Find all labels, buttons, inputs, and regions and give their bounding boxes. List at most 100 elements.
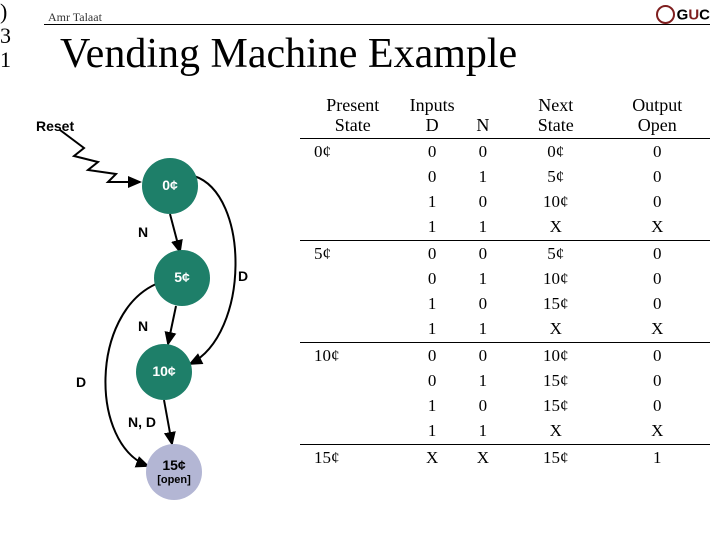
cell-ns: 15¢: [507, 444, 604, 470]
state-15c: 15¢ [open]: [146, 444, 202, 500]
th-output: Output Open: [604, 94, 710, 138]
table-row: 5¢005¢0: [300, 240, 710, 266]
cell-n: 0: [459, 393, 508, 418]
cell-o: 0: [604, 138, 710, 164]
edge-label-nd: N, D: [128, 414, 156, 430]
cell-n: 1: [459, 316, 508, 342]
cell-ns: 10¢: [507, 266, 604, 291]
cell-n: 0: [459, 342, 508, 368]
cell-ns: 0¢: [507, 138, 604, 164]
transition-table: Present State Inputs D N Next State Outp…: [300, 94, 710, 470]
cell-n: 0: [459, 291, 508, 316]
header-divider: [44, 24, 710, 25]
cell-ns: X: [507, 316, 604, 342]
cell-d: 0: [406, 138, 459, 164]
slide-number-stack: ) 3 1: [0, 0, 11, 73]
cell-ps: [300, 189, 406, 214]
cell-d: X: [406, 444, 459, 470]
table-header-row: Present State Inputs D N Next State Outp…: [300, 94, 710, 138]
cell-n: 0: [459, 138, 508, 164]
table-row: 015¢0: [300, 164, 710, 189]
cell-ns: 10¢: [507, 342, 604, 368]
table-row: 0¢000¢0: [300, 138, 710, 164]
table-row: 1010¢0: [300, 189, 710, 214]
page-num-c: 1: [0, 48, 11, 72]
page-title: Vending Machine Example: [60, 30, 517, 78]
table-row: 15¢XX15¢1: [300, 444, 710, 470]
cell-ns: X: [507, 418, 604, 444]
cell-n: X: [459, 444, 508, 470]
cell-ps: 10¢: [300, 342, 406, 368]
cell-ns: X: [507, 214, 604, 240]
table-row: 0110¢0: [300, 266, 710, 291]
cell-n: 1: [459, 164, 508, 189]
cell-ps: [300, 393, 406, 418]
table-row: 11XX: [300, 316, 710, 342]
cell-d: 1: [406, 214, 459, 240]
edge-label-d1: D: [238, 268, 248, 284]
edge-label-n1: N: [138, 224, 148, 240]
cell-ps: [300, 291, 406, 316]
th-d: Inputs D: [406, 94, 459, 138]
table-body: 0¢000¢0015¢01010¢011XX5¢005¢00110¢01015¢…: [300, 138, 710, 470]
state-10c: 10¢: [136, 344, 192, 400]
cell-ps: [300, 418, 406, 444]
state-5c: 5¢: [154, 250, 210, 306]
table-row: 1015¢0: [300, 291, 710, 316]
cell-o: 0: [604, 393, 710, 418]
cell-d: 1: [406, 393, 459, 418]
cell-o: 0: [604, 266, 710, 291]
cell-o: X: [604, 418, 710, 444]
table-row: 10¢0010¢0: [300, 342, 710, 368]
cell-n: 0: [459, 240, 508, 266]
cell-o: 0: [604, 189, 710, 214]
cell-d: 0: [406, 368, 459, 393]
cell-d: 0: [406, 240, 459, 266]
th-present-state: Present State: [300, 94, 406, 138]
cell-d: 0: [406, 266, 459, 291]
cell-o: 0: [604, 240, 710, 266]
cell-ps: [300, 368, 406, 393]
reset-label: Reset: [36, 118, 74, 134]
edge-label-d2: D: [76, 374, 86, 390]
cell-d: 1: [406, 418, 459, 444]
author-name: Amr Talaat: [48, 10, 102, 25]
cell-d: 0: [406, 164, 459, 189]
cell-ns: 15¢: [507, 291, 604, 316]
cell-o: 0: [604, 368, 710, 393]
cell-d: 1: [406, 316, 459, 342]
logo-circle-icon: [656, 5, 675, 24]
cell-d: 1: [406, 291, 459, 316]
cell-ns: 10¢: [507, 189, 604, 214]
th-next-state: Next State: [507, 94, 604, 138]
cell-ps: [300, 164, 406, 189]
cell-d: 1: [406, 189, 459, 214]
state-0c: 0¢: [142, 158, 198, 214]
cell-n: 1: [459, 214, 508, 240]
cell-ps: [300, 266, 406, 291]
cell-ps: [300, 214, 406, 240]
cell-o: 0: [604, 291, 710, 316]
edge-label-n2: N: [138, 318, 148, 334]
cell-ns: 15¢: [507, 393, 604, 418]
cell-n: 0: [459, 189, 508, 214]
cell-ns: 5¢: [507, 240, 604, 266]
cell-o: 0: [604, 164, 710, 189]
table-row: 11XX: [300, 214, 710, 240]
cell-o: X: [604, 214, 710, 240]
page-num-a: ): [0, 0, 11, 24]
th-n: N: [459, 94, 508, 138]
guc-logo: GUC: [656, 6, 710, 25]
page-num-b: 3: [0, 24, 11, 48]
state-table: Present State Inputs D N Next State Outp…: [300, 94, 710, 470]
table-row: 0115¢0: [300, 368, 710, 393]
cell-n: 1: [459, 418, 508, 444]
cell-ps: 0¢: [300, 138, 406, 164]
cell-ps: 5¢: [300, 240, 406, 266]
cell-ps: 15¢: [300, 444, 406, 470]
cell-ps: [300, 316, 406, 342]
cell-ns: 15¢: [507, 368, 604, 393]
cell-o: 1: [604, 444, 710, 470]
cell-o: 0: [604, 342, 710, 368]
table-row: 1015¢0: [300, 393, 710, 418]
